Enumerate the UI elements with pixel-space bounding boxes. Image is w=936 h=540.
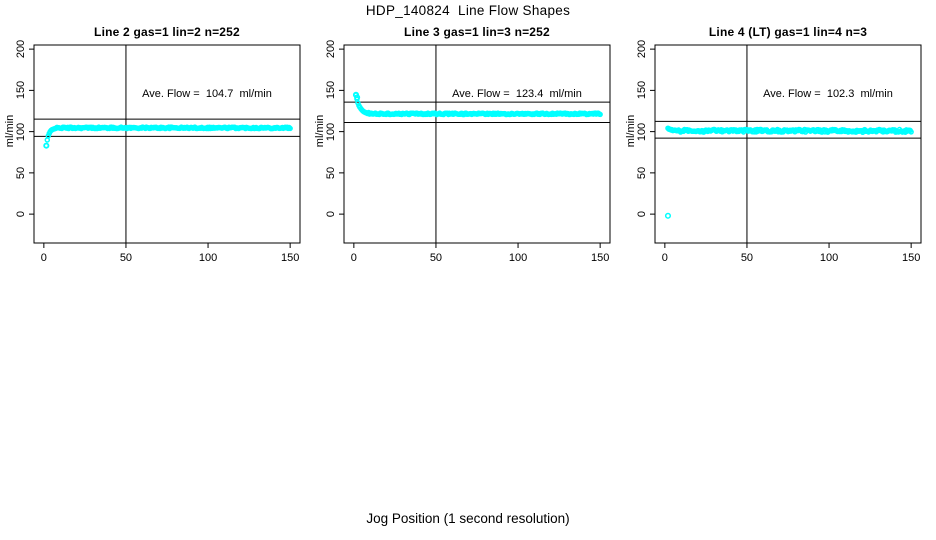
plot-box (654, 44, 922, 244)
x-tick-label: 0 (350, 252, 357, 264)
y-tick-label: 100 (325, 122, 337, 141)
x-tick-label: 150 (280, 252, 300, 264)
plot-box (343, 44, 611, 244)
x-tick-label: 0 (661, 252, 668, 264)
outlier-point (43, 142, 50, 149)
plot-box (33, 44, 301, 244)
y-tick-label: 0 (15, 211, 27, 218)
y-tick-label: 50 (15, 166, 27, 179)
data-point (287, 125, 293, 132)
y-tick-label: 50 (325, 166, 337, 179)
x-tick-label: 50 (429, 252, 443, 264)
panel-title-line3: Line 3 gas=1 lin=3 n=252 (404, 25, 550, 39)
y-tick-label: 0 (636, 211, 648, 218)
x-tick-label: 50 (740, 252, 754, 264)
y-tick-label: 200 (325, 39, 337, 59)
x-tick-label: 0 (40, 252, 47, 264)
x-tick-label: 100 (198, 252, 218, 264)
y-tick-label: 0 (325, 211, 337, 218)
y-tick-label: 200 (636, 39, 648, 59)
outlier-point (664, 212, 672, 219)
x-tick-label: 100 (508, 252, 528, 264)
data-point (355, 100, 361, 106)
data-point (597, 111, 603, 118)
y-tick-label: 50 (636, 166, 648, 179)
y-tick-label: 100 (15, 122, 27, 141)
ave-flow-annotation-line2: Ave. Flow = 104.7 ml/min (142, 88, 272, 100)
y-tick-label: 150 (636, 81, 648, 100)
x-tick-label: 100 (819, 252, 839, 264)
x-tick-label: 150 (590, 252, 610, 264)
outlier-point (354, 94, 361, 101)
ave-flow-annotation-line3: Ave. Flow = 123.4 ml/min (452, 88, 582, 100)
x-axis-title: Jog Position (1 second resolution) (366, 511, 570, 526)
y-tick-label: 100 (636, 122, 648, 141)
y-tick-label: 150 (325, 81, 337, 100)
data-point (908, 129, 914, 135)
y-tick-label: 150 (15, 81, 27, 100)
panel-title-line2: Line 2 gas=1 lin=2 n=252 (94, 25, 240, 39)
panel-title-line4: Line 4 (LT) gas=1 lin=4 n=3 (708, 25, 868, 39)
ave-flow-annotation-line4: Ave. Flow = 102.3 ml/min (763, 88, 893, 100)
x-tick-label: 50 (119, 252, 133, 264)
x-tick-label: 150 (901, 252, 921, 264)
y-tick-label: 200 (15, 39, 27, 59)
chart-title: HDP_140824 Line Flow Shapes (365, 3, 571, 18)
